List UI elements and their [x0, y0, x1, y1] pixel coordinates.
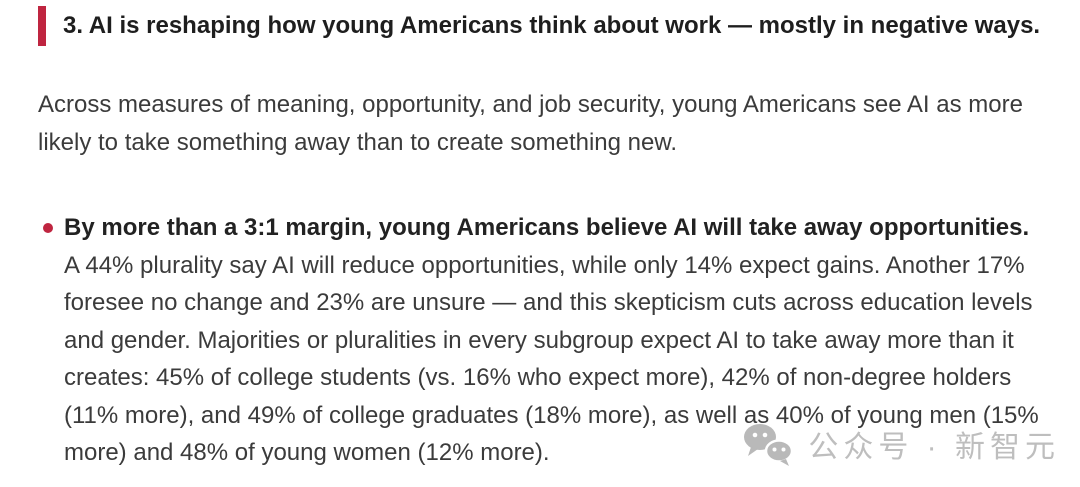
- section-heading: 3. AI is reshaping how young Americans t…: [38, 6, 1042, 46]
- bullet-dot-icon: [43, 223, 53, 233]
- bullet-lead: By more than a 3:1 margin, young America…: [64, 214, 1030, 241]
- bullet-body: A 44% plurality say AI will reduce oppor…: [64, 251, 1039, 467]
- intro-paragraph: Across measures of meaning, opportunity,…: [38, 91, 1023, 156]
- bullet-item: By more than a 3:1 margin, young America…: [43, 209, 1042, 472]
- bullet-list: By more than a 3:1 margin, young America…: [38, 209, 1042, 472]
- document-page: { "accent_color": "#bf2540", "text_color…: [0, 6, 1080, 487]
- article-section: 3. AI is reshaping how young Americans t…: [0, 6, 1080, 487]
